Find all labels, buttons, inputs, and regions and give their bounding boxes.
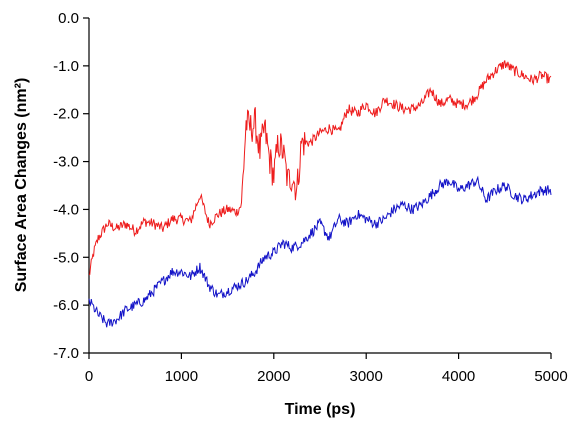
y-tick-label: 0.0 (58, 10, 79, 27)
y-axis: 0.0 -1.0 -2.0 -3.0 -4.0 -5.0 -6.0 -7.0 (53, 10, 90, 362)
y-tick-label: -5.0 (53, 249, 79, 266)
y-tick-label: -6.0 (53, 297, 79, 314)
y-tick-label: -3.0 (53, 154, 79, 171)
series-layer (88, 60, 552, 328)
x-tick-label: 3000 (350, 368, 383, 385)
x-tick-label: 2000 (257, 368, 290, 385)
y-tick-label: -4.0 (53, 201, 79, 218)
x-tick-label: 4000 (442, 368, 475, 385)
y-axis-title: Surface Area Changes (nm²) (13, 78, 30, 293)
y-tick-label: -1.0 (53, 58, 79, 75)
x-tick-label: 1000 (165, 368, 198, 385)
x-tick-label: 0 (85, 368, 93, 385)
y-tick-label: -2.0 (53, 106, 79, 123)
x-axis-title: Time (ps) (285, 401, 356, 418)
y-tick-label: -7.0 (53, 345, 79, 362)
series-line-1 (88, 60, 552, 276)
x-axis: 0 1000 2000 3000 4000 5000 (85, 352, 568, 385)
series-line-2 (88, 175, 552, 328)
x-tick-label: 5000 (534, 368, 567, 385)
